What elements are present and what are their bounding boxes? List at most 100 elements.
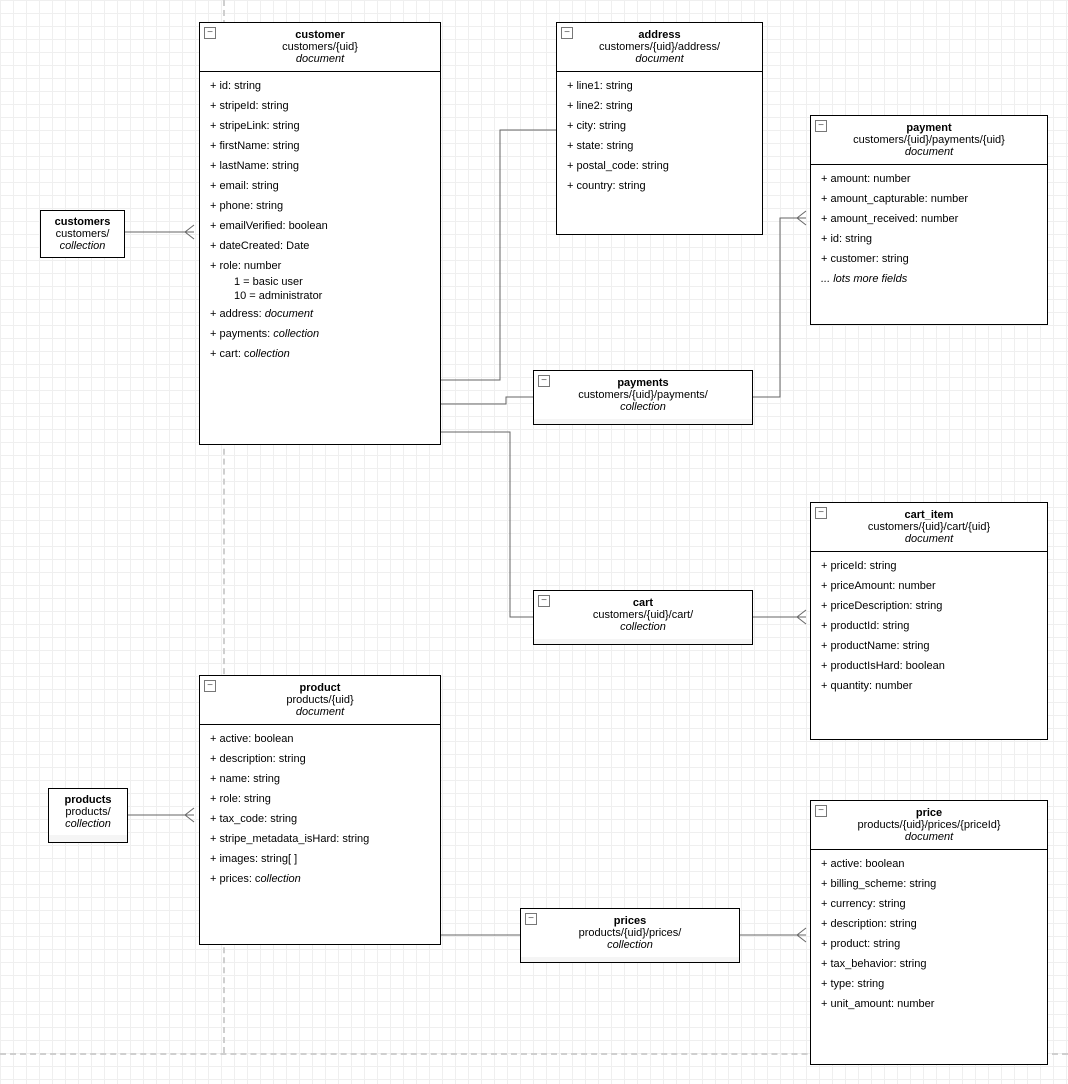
entity-fields: + active: boolean+ description: string+ … (200, 725, 440, 893)
entity-kind: document (819, 146, 1039, 158)
collapse-icon[interactable]: − (815, 120, 827, 132)
field-row: + id: string (200, 76, 440, 96)
entity-path: customers/{uid}/address/ (565, 41, 754, 53)
collapse-icon[interactable]: − (561, 27, 573, 39)
entity-kind: document (565, 53, 754, 65)
entity-title: cart (542, 597, 744, 609)
field-row: + lastName: string (200, 156, 440, 176)
field-row: + description: string (200, 749, 440, 769)
field-sub: 1 = basic user (200, 276, 440, 290)
entity-path: products/{uid}/prices/{priceId} (819, 819, 1039, 831)
field-row: + active: boolean (200, 729, 440, 749)
entity-fields: + id: string+ stripeId: string+ stripeLi… (200, 72, 440, 368)
entity-customers[interactable]: customerscustomers/collection (40, 210, 125, 258)
collapse-icon[interactable]: − (815, 805, 827, 817)
field-row: + priceId: string (811, 556, 1047, 576)
diagram-canvas: customerscustomers/collection −customercu… (0, 0, 1068, 1084)
entity-cart_item[interactable]: −cart_itemcustomers/{uid}/cart/{uid}docu… (810, 502, 1048, 740)
field-row: + email: string (200, 176, 440, 196)
entity-header: −pricesproducts/{uid}/prices/collection (521, 909, 739, 957)
entity-kind: collection (542, 401, 744, 413)
collapse-icon[interactable]: − (204, 27, 216, 39)
entity-header: customerscustomers/collection (41, 211, 124, 257)
field-row: + emailVerified: boolean (200, 216, 440, 236)
entity-title: address (565, 29, 754, 41)
field-row: + billing_scheme: string (811, 874, 1047, 894)
entity-fields: + priceId: string+ priceAmount: number+ … (811, 552, 1047, 700)
field-row: + images: string[ ] (200, 849, 440, 869)
field-row: + tax_behavior: string (811, 954, 1047, 974)
field-row: + tax_code: string (200, 809, 440, 829)
entity-path: customers/{uid}/payments/{uid} (819, 134, 1039, 146)
entity-path: products/{uid}/prices/ (529, 927, 731, 939)
entity-header: −priceproducts/{uid}/prices/{priceId}doc… (811, 801, 1047, 850)
field-row: + stripeId: string (200, 96, 440, 116)
field-row: + productName: string (811, 636, 1047, 656)
field-row: + city: string (557, 116, 762, 136)
field-row: + amount_capturable: number (811, 189, 1047, 209)
field-row: + stripe_metadata_isHard: string (200, 829, 440, 849)
field-row: + id: string (811, 229, 1047, 249)
entity-title: prices (529, 915, 731, 927)
field-row: + amount_received: number (811, 209, 1047, 229)
entity-path: customers/{uid}/payments/ (542, 389, 744, 401)
field-row: + postal_code: string (557, 156, 762, 176)
collapse-icon[interactable]: − (525, 913, 537, 925)
collapse-icon[interactable]: − (204, 680, 216, 692)
entity-products[interactable]: productsproducts/collection (48, 788, 128, 843)
field-row: + amount: number (811, 169, 1047, 189)
field-row: + firstName: string (200, 136, 440, 156)
entity-header: −paymentscustomers/{uid}/payments/collec… (534, 371, 752, 419)
entity-header: −cart_itemcustomers/{uid}/cart/{uid}docu… (811, 503, 1047, 552)
entity-kind: collection (47, 240, 118, 252)
entity-product[interactable]: −productproducts/{uid}document+ active: … (199, 675, 441, 945)
field-row: + product: string (811, 934, 1047, 954)
entity-path: customers/ (47, 228, 118, 240)
entity-path: products/ (55, 806, 121, 818)
entity-title: products (55, 794, 121, 806)
field-row: + type: string (811, 974, 1047, 994)
field-row: + address: document (200, 304, 440, 324)
collapse-icon[interactable]: − (538, 375, 550, 387)
field-row: + stripeLink: string (200, 116, 440, 136)
field-row: + active: boolean (811, 854, 1047, 874)
field-row: + priceAmount: number (811, 576, 1047, 596)
field-row: + dateCreated: Date (200, 236, 440, 256)
field-row: + payments: collection (200, 324, 440, 344)
collapse-icon[interactable]: − (538, 595, 550, 607)
field-row: + role: number (200, 256, 440, 276)
entity-kind: document (819, 831, 1039, 843)
entity-kind: document (208, 53, 432, 65)
entity-customer[interactable]: −customercustomers/{uid}document+ id: st… (199, 22, 441, 445)
field-row: + unit_amount: number (811, 994, 1047, 1014)
field-sub: 10 = administrator (200, 290, 440, 304)
field-row: + prices: collection (200, 869, 440, 889)
entity-title: payment (819, 122, 1039, 134)
entity-header: −cartcustomers/{uid}/cart/collection (534, 591, 752, 639)
field-row: + line1: string (557, 76, 762, 96)
entity-kind: document (819, 533, 1039, 545)
field-row: + name: string (200, 769, 440, 789)
entity-header: −customercustomers/{uid}document (200, 23, 440, 72)
entity-header: productsproducts/collection (49, 789, 127, 835)
entity-path: customers/{uid}/cart/ (542, 609, 744, 621)
entity-title: payments (542, 377, 744, 389)
field-row: + role: string (200, 789, 440, 809)
entity-payments[interactable]: −paymentscustomers/{uid}/payments/collec… (533, 370, 753, 425)
collapse-icon[interactable]: − (815, 507, 827, 519)
entity-kind: collection (529, 939, 731, 951)
entity-title: customers (47, 216, 118, 228)
entity-header: −paymentcustomers/{uid}/payments/{uid}do… (811, 116, 1047, 165)
field-row: + priceDescription: string (811, 596, 1047, 616)
entity-title: cart_item (819, 509, 1039, 521)
entity-payment[interactable]: −paymentcustomers/{uid}/payments/{uid}do… (810, 115, 1048, 325)
field-row: + line2: string (557, 96, 762, 116)
entity-address[interactable]: −addresscustomers/{uid}/address/document… (556, 22, 763, 235)
entity-price[interactable]: −priceproducts/{uid}/prices/{priceId}doc… (810, 800, 1048, 1065)
entity-note: ... lots more fields (811, 269, 1047, 289)
field-row: + currency: string (811, 894, 1047, 914)
entity-prices[interactable]: −pricesproducts/{uid}/prices/collection (520, 908, 740, 963)
entity-path: products/{uid} (208, 694, 432, 706)
entity-cart[interactable]: −cartcustomers/{uid}/cart/collection (533, 590, 753, 645)
field-row: + cart: collection (200, 344, 440, 364)
